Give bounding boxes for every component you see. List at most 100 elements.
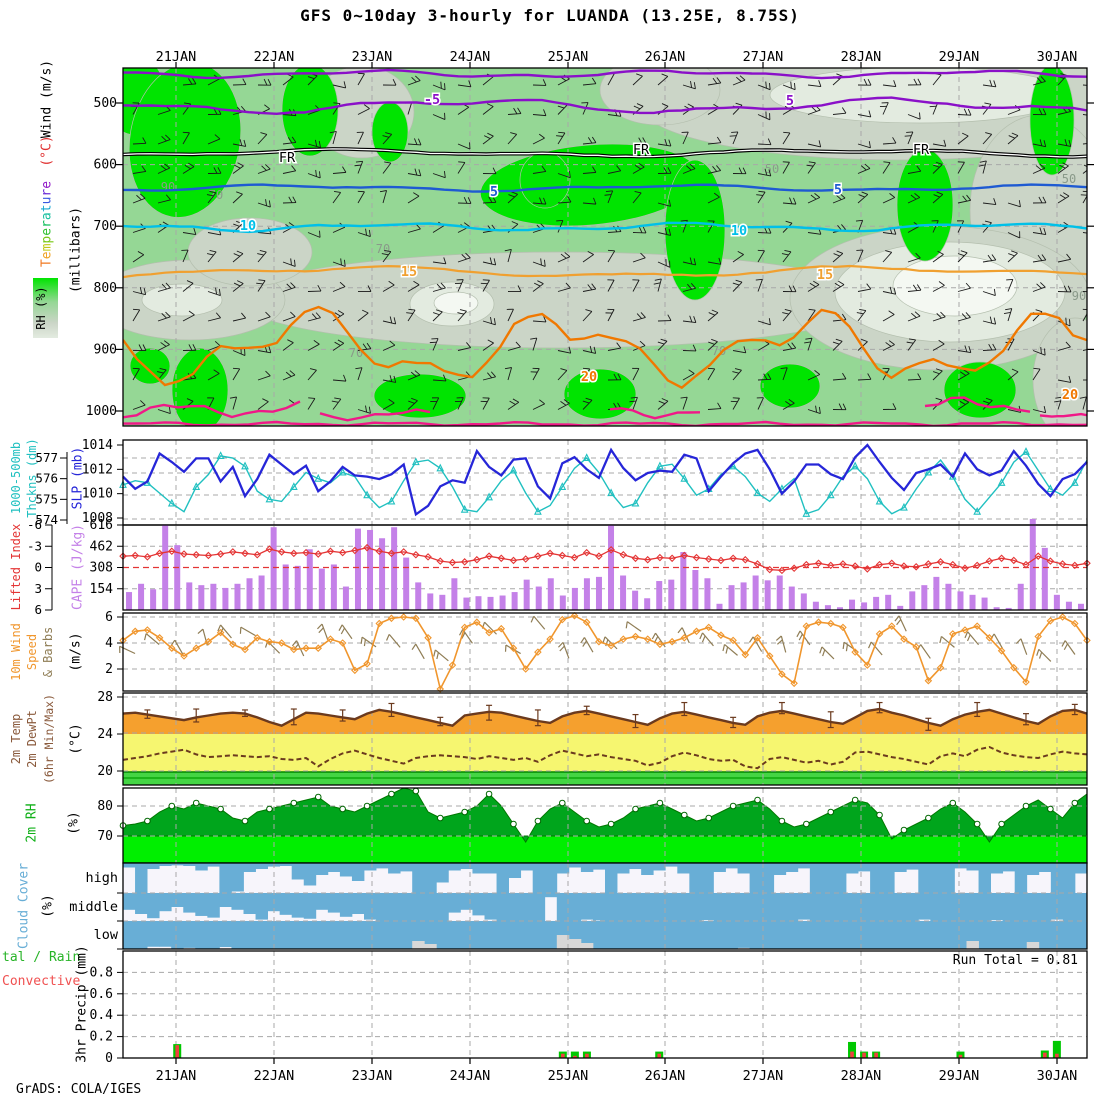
wind-barb (756, 190, 766, 204)
cloud-bar-low (207, 921, 220, 949)
tick-label: 28 (97, 690, 113, 705)
wind-barb (532, 79, 547, 86)
cape-bar (716, 603, 723, 610)
chart-shape (605, 190, 613, 192)
chart-shape (157, 199, 171, 204)
wind-barb (307, 312, 321, 322)
chart-shape (407, 80, 421, 86)
rh-shade-label: 90 (161, 180, 175, 194)
chart-shape (132, 197, 146, 204)
chart-shape (432, 397, 440, 410)
marker-diamond (424, 634, 432, 642)
chart-shape (504, 367, 512, 370)
cloud-bar-low (472, 921, 485, 949)
cloud-bar-high (351, 863, 365, 881)
cloud-bar-low (749, 921, 763, 949)
chart-shape (282, 114, 296, 117)
chart-shape (1007, 338, 1015, 351)
wind-barb (907, 252, 921, 263)
wind-barb (1057, 375, 1072, 383)
chart-shape (143, 633, 147, 641)
chart-shape (989, 79, 993, 87)
marker-diamond (155, 549, 164, 558)
marker-diamond (607, 641, 615, 650)
chart-shape (357, 72, 365, 75)
chart-shape (333, 190, 341, 193)
chart-shape (882, 197, 895, 204)
series-line (122, 614, 1088, 692)
chart-shape (688, 369, 695, 374)
chart-shape (565, 282, 571, 289)
chart-shape (732, 281, 743, 292)
wind-barb (307, 230, 321, 238)
cape-bar (246, 578, 253, 610)
chart-shape (789, 197, 793, 204)
chart-shape (841, 107, 847, 114)
wind-barb (957, 312, 971, 322)
x-axis-label-bottom: 22JAN (254, 1068, 295, 1084)
chart-shape (382, 284, 395, 292)
chart-shape (318, 627, 324, 634)
chart-shape (232, 283, 244, 292)
chart-shape (992, 343, 997, 351)
marker-diamond (448, 661, 457, 669)
cloud-bar-low (496, 921, 509, 949)
cloud-bar-low (291, 921, 305, 949)
chart-shape (757, 250, 765, 263)
cape-bar (957, 591, 964, 610)
chart-shape (268, 200, 271, 208)
chart-shape (432, 84, 446, 91)
chart-shape (1007, 252, 1018, 263)
chart-shape (355, 160, 363, 163)
chart-shape (1059, 164, 1066, 169)
chart-shape (668, 199, 671, 207)
wind-barb (632, 312, 646, 322)
cloud-bar-low (327, 921, 341, 949)
chart-shape (393, 375, 397, 383)
wind-barb (957, 108, 972, 116)
chart-shape (1091, 342, 1095, 349)
chart-shape (782, 162, 790, 174)
chart-shape (680, 219, 688, 222)
chart-shape (959, 400, 966, 405)
minmax-bar (876, 701, 883, 714)
wind-barb (782, 285, 797, 293)
chart-shape (307, 76, 315, 80)
chart-shape (307, 143, 321, 149)
chart-shape (493, 258, 497, 266)
chart-shape (796, 630, 801, 638)
chart-shape (291, 165, 297, 172)
chart-shape (340, 258, 342, 266)
chart-shape (582, 83, 596, 86)
wind-barb (782, 197, 797, 205)
wind-barb (357, 309, 369, 322)
chart-shape (1011, 132, 1019, 137)
chart-shape (888, 310, 895, 315)
chart-shape (686, 165, 692, 171)
wind-barb (657, 338, 668, 351)
chart-shape (632, 192, 642, 204)
chart-shape (604, 194, 612, 196)
marker-diamond (436, 685, 445, 693)
chart-shape (537, 280, 544, 285)
chart-shape (602, 636, 606, 644)
wind-barb (782, 309, 792, 322)
cloud-bar-middle (1038, 893, 1052, 921)
chart-shape (308, 397, 315, 399)
chart-shape (910, 194, 917, 200)
chart-shape (384, 161, 391, 164)
chart-shape (388, 398, 395, 404)
minmax-bar (681, 701, 688, 717)
chart-shape (657, 278, 662, 292)
marker-diamond (1034, 552, 1042, 560)
chart-shape (157, 344, 170, 351)
marker-diamond (351, 666, 359, 675)
tick-label: 80 (97, 799, 113, 814)
chart-shape (332, 286, 346, 292)
chart-shape (765, 81, 767, 89)
marker-diamond (912, 643, 920, 651)
marker-diamond (290, 645, 298, 654)
wind-barb (1057, 139, 1072, 147)
wind-barb (1015, 638, 1028, 655)
cape-bar (330, 564, 337, 610)
